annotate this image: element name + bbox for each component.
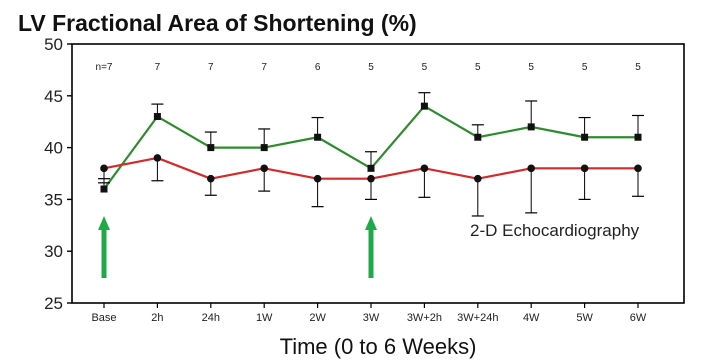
arrow-shaft <box>101 228 107 278</box>
data-point <box>314 133 322 141</box>
series-1 <box>98 154 644 217</box>
data-point <box>100 164 108 173</box>
data-point <box>100 185 108 193</box>
sample-size-label: 5 <box>422 62 428 73</box>
y-tick-label: 35 <box>44 190 63 209</box>
x-tick-label: 3W+24h <box>457 312 498 324</box>
data-point <box>474 133 482 141</box>
sample-size-label: n=7 <box>96 62 113 73</box>
y-tick-label: 50 <box>44 35 63 54</box>
x-tick-label: 3W <box>363 312 380 324</box>
x-tick-label: 6W <box>630 312 647 324</box>
data-point <box>367 174 375 183</box>
data-point <box>207 144 215 152</box>
method-annotation: 2-D Echocardiography <box>470 221 640 240</box>
sample-size-label: 5 <box>475 62 481 73</box>
plot-frame <box>71 43 685 304</box>
sample-size-label: 5 <box>635 62 641 73</box>
y-tick-label: 45 <box>44 87 63 106</box>
sample-size-label: 5 <box>582 62 588 73</box>
y-axis: 25 30 35 40 45 50 <box>44 35 72 313</box>
data-point <box>153 154 162 162</box>
data-point <box>260 164 269 173</box>
series-layer <box>98 92 644 217</box>
x-tick-label: 5W <box>576 312 593 324</box>
y-tick-label: 40 <box>44 139 63 158</box>
series-0 <box>98 92 644 193</box>
data-point <box>634 164 642 173</box>
data-point <box>474 174 482 183</box>
data-point <box>580 164 589 173</box>
x-axis: Base 2h 24h 1W 2W 3W 3W+2h 3W+24h 4W 5W 6W <box>91 303 647 324</box>
chart-title: LV Fractional Area of Shortening (%) <box>18 10 417 36</box>
arrow-shaft <box>368 228 374 278</box>
y-tick-label: 30 <box>44 242 63 261</box>
sample-size-label: 7 <box>155 62 161 73</box>
x-tick-label: 4W <box>523 312 540 324</box>
x-tick-label: 2h <box>151 312 163 324</box>
x-tick-label: 2W <box>309 312 326 324</box>
data-point <box>313 174 322 183</box>
data-point <box>260 144 268 152</box>
sample-size-label: 7 <box>208 62 214 73</box>
arrow-markers <box>98 216 377 278</box>
data-point <box>420 102 428 110</box>
x-axis-title: Time (0 to 6 Weeks) <box>280 334 477 359</box>
arrow-head <box>365 216 377 230</box>
data-point <box>527 123 535 131</box>
data-point <box>527 164 535 173</box>
x-tick-label: Base <box>91 312 116 324</box>
arrow-head <box>98 216 110 230</box>
sample-size-label: 5 <box>368 62 374 73</box>
data-point <box>634 133 642 141</box>
data-point <box>581 133 589 141</box>
sample-size-row: n=7 7 7 7 6 5 5 5 5 5 5 <box>96 62 642 73</box>
data-point <box>367 164 375 172</box>
sample-size-label: 7 <box>261 62 267 73</box>
data-point <box>153 113 161 121</box>
data-point <box>207 174 215 183</box>
x-tick-label: 3W+2h <box>407 312 442 324</box>
x-tick-label: 24h <box>202 312 220 324</box>
sample-size-label: 5 <box>528 62 534 73</box>
x-tick-label: 1W <box>256 312 273 324</box>
data-point <box>420 164 429 173</box>
sample-size-label: 6 <box>315 62 321 73</box>
y-tick-label: 25 <box>44 294 63 313</box>
